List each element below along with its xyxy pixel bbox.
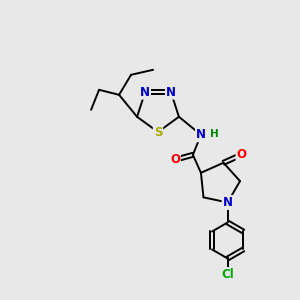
Text: S: S <box>154 125 162 139</box>
Text: N: N <box>140 86 150 99</box>
Text: O: O <box>236 148 247 161</box>
Text: Cl: Cl <box>221 268 234 281</box>
Text: N: N <box>223 196 233 209</box>
Text: N: N <box>166 86 176 99</box>
Text: O: O <box>170 153 180 166</box>
Text: N: N <box>196 128 206 141</box>
Text: H: H <box>210 129 219 139</box>
